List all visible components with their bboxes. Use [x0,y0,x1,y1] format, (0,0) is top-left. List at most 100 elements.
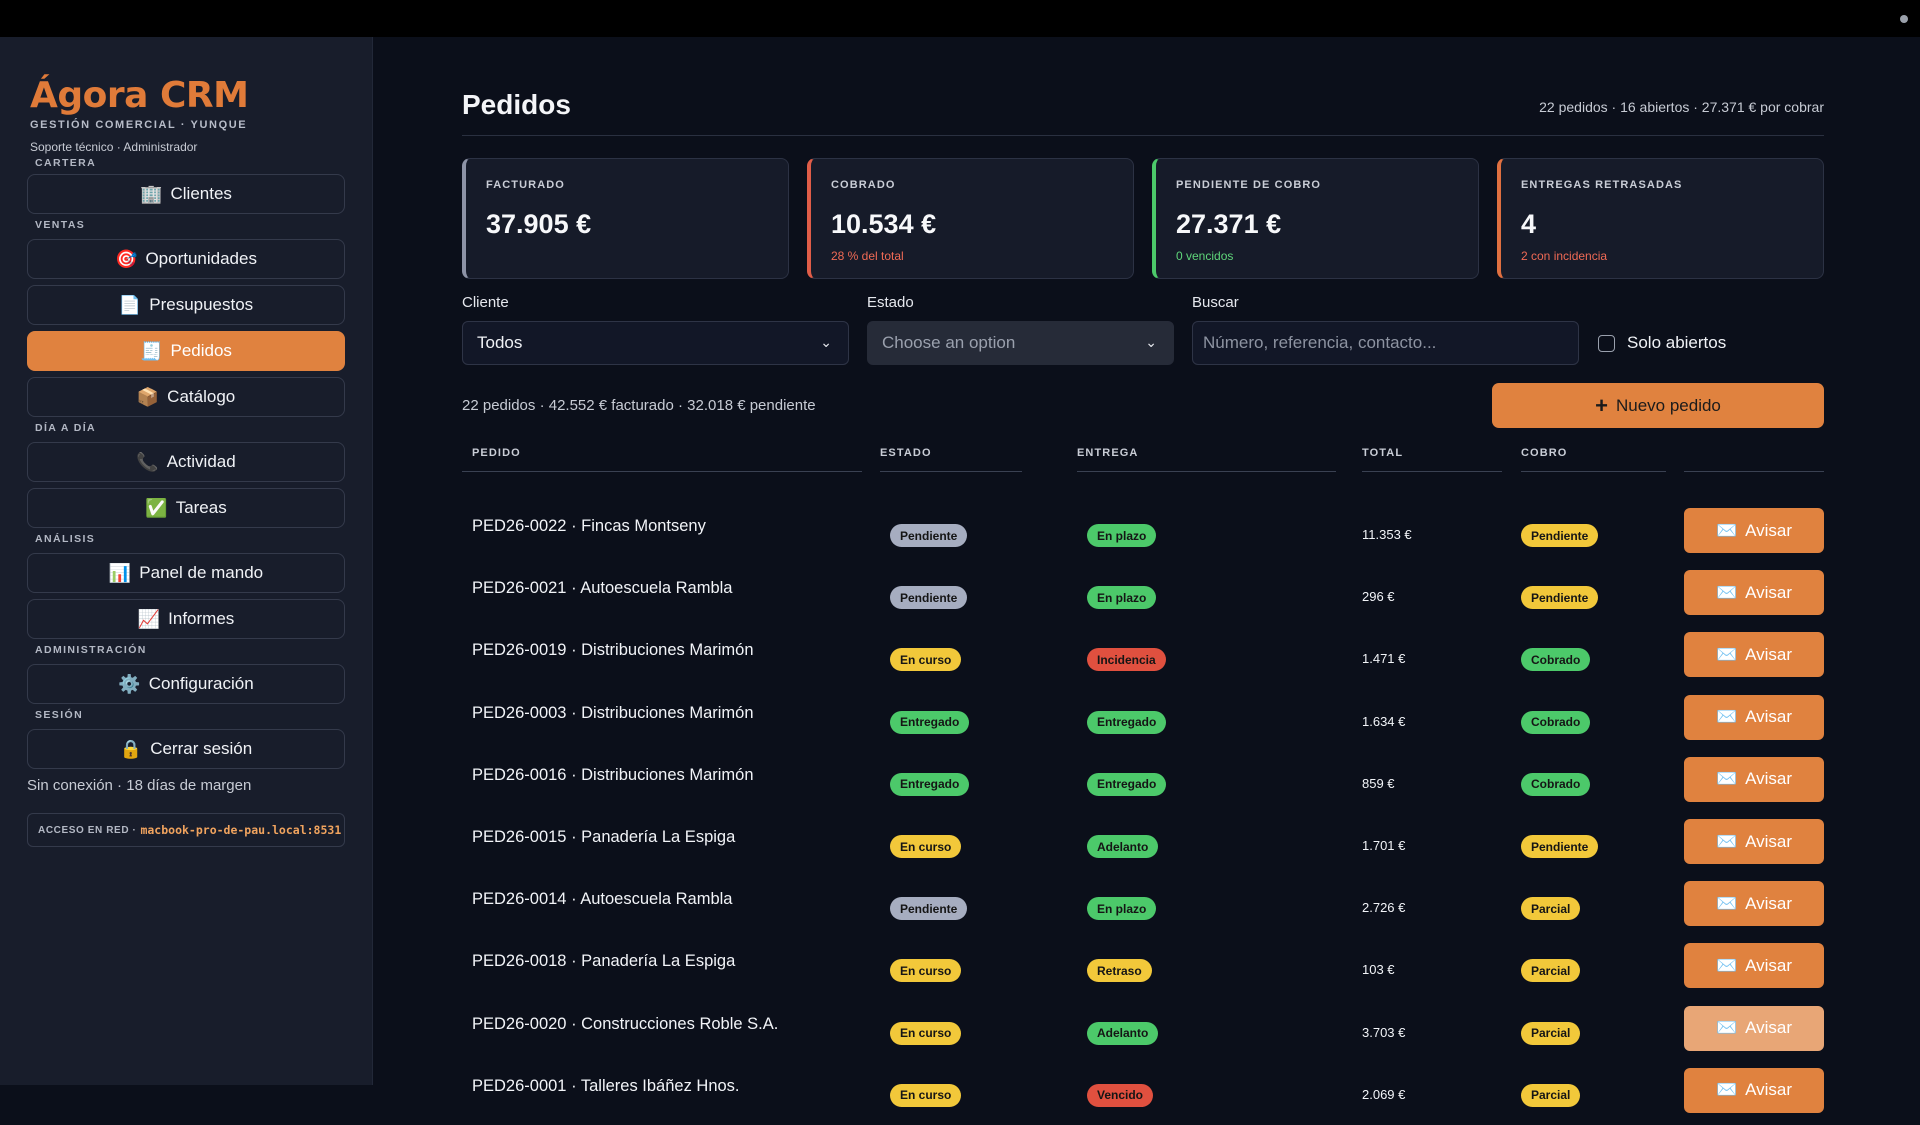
brand-logo: Ágora CRM [30,75,249,116]
order-total: 1.471 € [1362,651,1406,667]
order-title[interactable]: PED26-0015 · Panadería La Espiga [472,828,736,846]
table-row[interactable]: PED26-0020 · Construcciones Roble S.A. En… [462,1001,1824,1063]
entrega-badge: En plazo [1087,586,1157,610]
kpi-facturado: FACTURADO 37.905 € [462,158,789,279]
notify-button[interactable]: ✉️ Avisar [1684,508,1824,553]
cobro-badge: Pendiente [1521,524,1599,547]
column-header-pedido[interactable]: PEDIDO [462,447,862,472]
order-title[interactable]: PED26-0021 · Autoescuela Rambla [472,579,733,598]
sidebar-item-tareas[interactable]: ✅ Tareas [27,488,345,528]
estado-badge: Entregado [890,772,970,796]
sidebar-item-label: Pedidos [170,341,232,360]
entrega-badge: Adelanto [1087,835,1159,858]
entrega-badge: Incidencia [1087,648,1166,672]
column-header-entrega[interactable]: ENTREGA [1077,447,1336,472]
order-title[interactable]: PED26-0014 · Autoescuela Rambla [472,890,733,909]
sidebar-item-label: Clientes [170,184,232,203]
table-row[interactable]: PED26-0015 · Panadería La Espiga En curso… [462,814,1824,876]
new-order-label: Nuevo pedido [1615,395,1721,415]
cobro-badge: Cobrado [1521,710,1591,734]
table-row[interactable]: PED26-0016 · Distribuciones Marimón Entre… [462,752,1824,814]
estado-select[interactable]: Choose an option ⌄ [867,321,1174,365]
sidebar: Ágora CRM GESTIÓN COMERCIAL · YUNQUE Sop… [0,37,373,1085]
estado-badge: Entregado [890,710,970,734]
cliente-label: Cliente [462,294,509,311]
table-row[interactable]: PED26-0018 · Panadería La Espiga En curso… [462,938,1824,1000]
kpi-note: 2 con incidencia [1521,249,1608,263]
order-title[interactable]: PED26-0016 · Distribuciones Marimón [472,765,754,784]
entrega-badge: Vencido [1087,1083,1154,1107]
notify-button[interactable]: ✉️ Avisar [1684,1005,1824,1051]
notify-button[interactable]: ✉️ Avisar [1684,632,1824,678]
solo-abiertos-toggle[interactable]: Solo abiertos [1598,333,1726,353]
envelope-icon: ✉️ [1715,769,1738,789]
kpi-label: ENTREGAS RETRASADAS [1521,179,1683,191]
table-row[interactable]: PED26-0014 · Autoescuela Rambla Pendiente… [462,876,1824,938]
estado-badge: En curso [890,959,962,983]
notify-button[interactable]: ✉️ Avisar [1684,943,1824,989]
column-header-estado[interactable]: ESTADO [880,447,1022,472]
column-header-total[interactable]: TOTAL [1362,447,1502,472]
kpi-value: 4 [1521,209,1537,239]
sidebar-item-label: Catálogo [167,387,236,406]
notify-button[interactable]: ✉️ Avisar [1684,819,1824,864]
new-order-button[interactable]: + Nuevo pedido [1492,383,1824,428]
sidebar-item-label: Tareas [175,498,227,517]
brand-subtitle: GESTIÓN COMERCIAL · YUNQUE [30,119,248,131]
order-total: 1.634 € [1362,713,1406,729]
order-title[interactable]: PED26-0022 · Fincas Montseny [472,517,706,535]
sidebar-item-clientes[interactable]: 🏢 Clientes [27,174,345,214]
sidebar-item-label: Informes [168,609,235,628]
envelope-icon: ✉️ [1715,644,1738,664]
user-info: Soporte técnico · Administrador [30,140,198,154]
sidebar-item-presupuestos[interactable]: 📄 Presupuestos [27,285,345,325]
table-row[interactable]: PED26-0001 · Talleres Ibáñez Hnos. En cur… [462,1063,1824,1125]
envelope-icon: ✉️ [1715,955,1738,975]
document-icon: 📄 [118,294,142,315]
sidebar-item-oportunidades[interactable]: 🎯 Oportunidades [27,239,345,279]
sidebar-item-panel-de-mando[interactable]: 📊 Panel de mando [27,553,345,593]
list-summary: 22 pedidos · 42.552 € facturado · 32.018… [462,397,816,414]
logout-button[interactable]: 🔒 Cerrar sesión [27,729,345,769]
trend-chart-icon: 📈 [137,608,161,629]
solo-abiertos-checkbox[interactable] [1598,334,1615,352]
sidebar-item-label: Panel de mando [139,563,264,582]
sidebar-item-label: Cerrar sesión [150,739,253,758]
sidebar-item-informes[interactable]: 📈 Informes [27,599,345,639]
search-input[interactable]: Número, referencia, contacto... [1192,321,1579,365]
sidebar-item-configuracion[interactable]: ⚙️ Configuración [27,664,345,704]
window-topbar [0,0,1920,37]
order-title[interactable]: PED26-0003 · Distribuciones Marimón [472,703,754,722]
notify-label: Avisar [1745,831,1793,851]
notify-button[interactable]: ✉️ Avisar [1684,694,1824,740]
table-row[interactable]: PED26-0019 · Distribuciones Marimón En cu… [462,627,1824,689]
cobro-badge: Parcial [1521,1021,1581,1045]
kpi-pendiente-de-cobro: PENDIENTE DE COBRO 27.371 € 0 vencidos [1152,158,1479,279]
estado-badge: En curso [890,1083,962,1107]
sidebar-item-actividad[interactable]: 📞 Actividad [27,442,345,482]
estado-label: Estado [867,294,914,311]
table-row[interactable]: PED26-0021 · Autoescuela Rambla Pendiente… [462,565,1824,627]
cobro-badge: Pendiente [1521,835,1599,858]
notify-button[interactable]: ✉️ Avisar [1684,881,1824,927]
order-title[interactable]: PED26-0020 · Construcciones Roble S.A. [472,1014,779,1033]
phone-icon: 📞 [136,451,159,472]
order-title[interactable]: PED26-0019 · Distribuciones Marimón [472,641,754,660]
notify-button[interactable]: ✉️ Avisar [1684,1067,1824,1113]
divider [462,135,1824,136]
table-row[interactable]: PED26-0003 · Distribuciones Marimón Entre… [462,690,1824,752]
estado-badge: En curso [890,1021,962,1045]
order-title[interactable]: PED26-0001 · Talleres Ibáñez Hnos. [472,1076,740,1095]
notify-button[interactable]: ✉️ Avisar [1684,570,1824,616]
network-host-link[interactable]: macbook-pro-de-pau.local:8531 [140,823,342,837]
order-title[interactable]: PED26-0018 · Panadería La Espiga [472,952,736,971]
column-header-cobro[interactable]: COBRO [1521,447,1666,472]
network-access-box: ACCESO EN RED · macbook-pro-de-pau.local… [27,813,345,847]
cliente-select[interactable]: Todos ⌄ [462,321,849,365]
plus-icon: + [1595,392,1608,418]
table-row[interactable]: PED26-0022 · Fincas Montseny Pendiente En … [462,503,1824,565]
notify-button[interactable]: ✉️ Avisar [1684,756,1824,802]
chevron-down-icon: ⌄ [820,334,832,350]
sidebar-item-pedidos[interactable]: 🧾 Pedidos [27,331,345,371]
sidebar-item-catalogo[interactable]: 📦 Catálogo [27,377,345,417]
